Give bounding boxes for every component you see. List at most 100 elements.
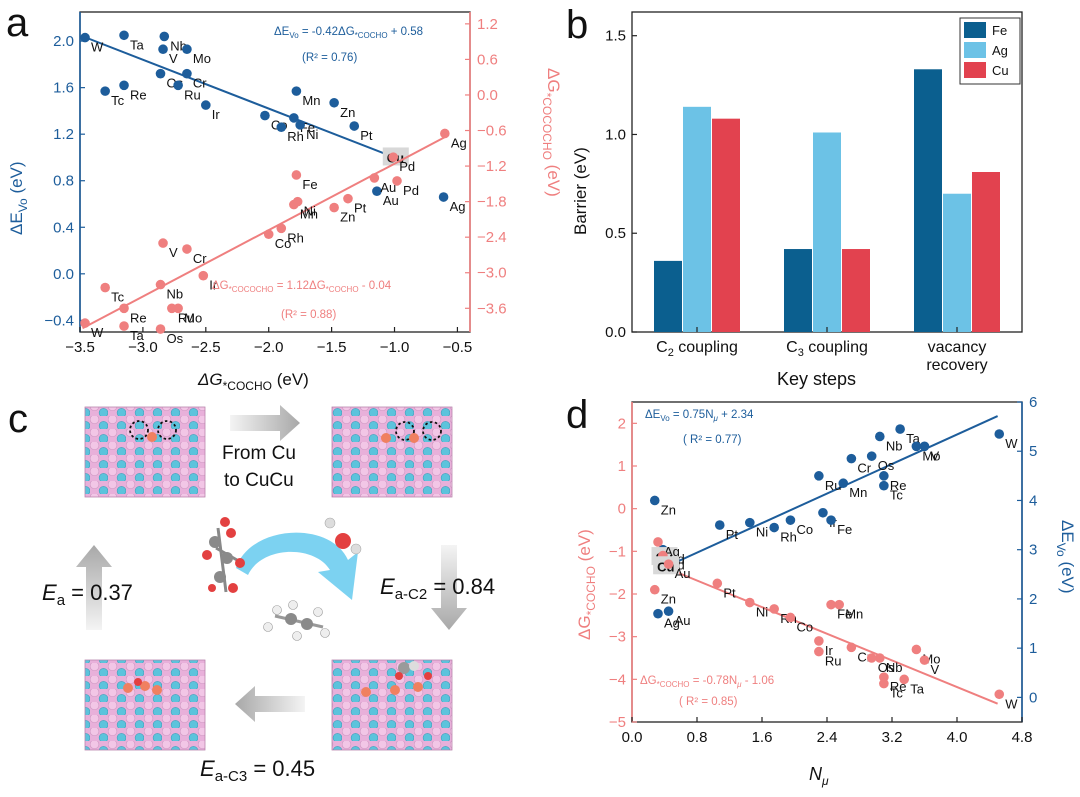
point-label: W — [1005, 436, 1018, 451]
panel-d-fit-top: ΔEVo = 0.75Nμ + 2.34 — [645, 409, 754, 423]
y-tick-label: 1.0 — [605, 126, 626, 143]
point-label: Ni — [756, 605, 768, 620]
x-tick-label: −1.0 — [380, 339, 410, 356]
data-point — [158, 238, 168, 248]
data-point — [291, 170, 302, 180]
panel-a-fit-bottom: ΔG*COCOCHO = 1.12ΔG*COCHO - 0.04 — [212, 280, 392, 294]
point-label: W — [91, 325, 104, 340]
data-point — [814, 646, 824, 657]
data-point — [745, 517, 755, 528]
data-point — [100, 282, 110, 293]
point-label: Fe — [837, 522, 852, 537]
data-point — [866, 653, 877, 663]
data-point — [994, 429, 1005, 439]
slab-bottom-left — [84, 659, 206, 751]
data-point — [994, 689, 1005, 700]
point-label: Rh — [287, 230, 304, 245]
x-tick-label: −3.0 — [128, 339, 158, 356]
data-point — [100, 86, 110, 96]
point-label: Re — [130, 310, 147, 325]
data-point — [866, 451, 877, 461]
legend-label: Cu — [992, 63, 1009, 78]
panel-a-label: a — [6, 1, 29, 45]
y-tick-label: 1 — [618, 458, 626, 475]
data-point — [392, 176, 402, 186]
x-tick-label: −3.5 — [65, 339, 95, 356]
data-point — [879, 480, 889, 491]
data-point — [349, 121, 360, 131]
data-point — [198, 270, 209, 281]
point-label: V — [169, 245, 178, 260]
bar — [972, 172, 1000, 332]
point-label: Re — [890, 478, 907, 493]
y2-tick-label: 5 — [1029, 443, 1037, 460]
arrow-top-right-icon — [230, 405, 300, 441]
y2-tick-label: 6 — [1029, 394, 1037, 411]
point-label: Ni — [756, 525, 768, 540]
point-label: Zn — [340, 210, 355, 225]
data-point — [846, 642, 857, 653]
data-point — [911, 441, 922, 452]
data-point — [291, 86, 302, 96]
x-tick-label: 2.4 — [817, 729, 838, 746]
point-label: Tc — [890, 488, 904, 503]
point-label: Ta — [130, 37, 145, 52]
y2-tick-label: −1.8 — [477, 194, 507, 211]
data-point — [653, 537, 663, 547]
y2-tick-label: 2 — [1029, 591, 1037, 608]
legend-label: Fe — [992, 23, 1007, 38]
point-label: Pd — [403, 183, 419, 198]
data-point — [714, 520, 725, 530]
y2-tick-label: 3 — [1029, 542, 1037, 559]
y2-tick-label: 0 — [1029, 689, 1037, 706]
slab-top-left — [84, 406, 206, 498]
ethane-molecule-icon — [263, 600, 330, 641]
panel-b-plot: 0.0 0.5 1.0 1.5 C2 coupling C3 coupling vacanc… — [605, 11, 1023, 374]
data-point — [649, 495, 660, 506]
bar — [712, 118, 740, 333]
panel-c-ea-left: Ea = 0.37 — [42, 580, 133, 609]
point-label: Pt — [354, 201, 367, 216]
data-point — [388, 152, 399, 162]
data-point — [182, 244, 192, 254]
point-label: Ag — [664, 616, 680, 631]
point-label: Pd — [399, 159, 415, 174]
point-label: Ta — [910, 681, 925, 696]
point-label: Ni — [306, 127, 318, 142]
data-point — [80, 318, 90, 328]
data-point — [155, 279, 166, 290]
slab-top-right — [331, 406, 453, 498]
point-label: Ta — [130, 328, 145, 343]
y-tick-label: −3 — [609, 629, 626, 646]
point-label: Cr — [193, 251, 207, 266]
y-tick-label: 0.5 — [605, 225, 626, 242]
panel-d-label: d — [566, 393, 588, 437]
data-point — [289, 113, 299, 123]
point-label: Ni — [304, 204, 316, 219]
data-point — [201, 100, 211, 110]
data-point — [663, 606, 674, 617]
data-point — [369, 173, 380, 183]
data-point — [818, 507, 828, 518]
arrow-down-icon — [431, 545, 467, 630]
point-label: W — [1005, 696, 1018, 711]
legend-swatch — [964, 22, 986, 38]
data-point — [292, 196, 303, 207]
panel-b: b 0.0 0.5 1.0 1.5 C2 coupling C3 coupling vaca… — [566, 3, 1023, 389]
data-point — [745, 597, 755, 608]
panel-d-fit-bottom: ΔG*COCHO = -0.78Nμ - 1.06 — [640, 675, 774, 689]
data-point — [911, 644, 922, 655]
point-label: Co — [796, 619, 813, 634]
y-tick-label: 1.5 — [605, 28, 626, 45]
x-tick-label: vacancy — [928, 339, 987, 356]
bar — [943, 193, 971, 332]
arrow-bottom-left-icon — [235, 686, 305, 722]
point-label: Ir — [825, 643, 834, 658]
panel-d-fit-top-r2: ( R² = 0.77) — [683, 434, 742, 446]
y-tick-label: 0.0 — [605, 324, 626, 341]
point-label: Os — [167, 331, 184, 346]
panel-a-xlabel: ΔG*COCHO (eV) — [197, 370, 309, 393]
data-point — [155, 324, 166, 334]
point-label: Rh — [780, 530, 797, 545]
point-label: Re — [130, 87, 147, 102]
